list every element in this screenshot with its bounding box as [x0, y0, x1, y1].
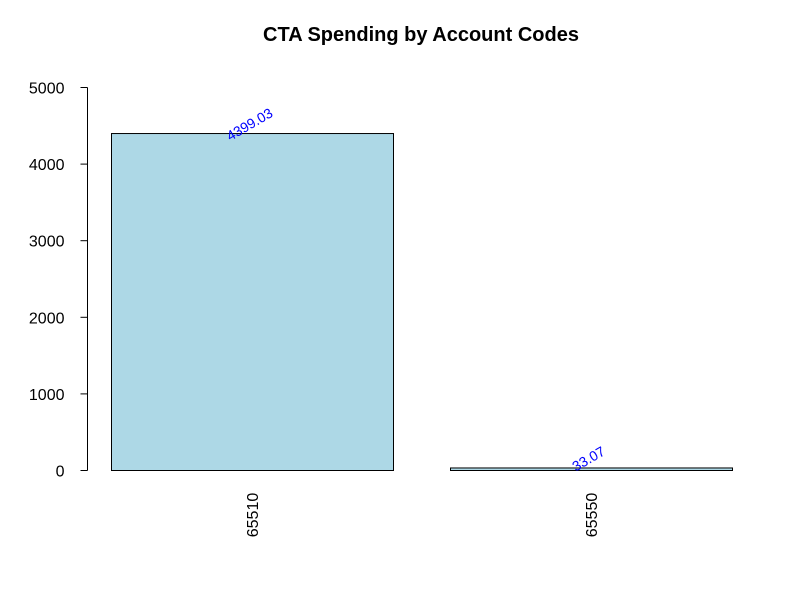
x-axis-labels: 65510 65550: [245, 493, 601, 538]
category-label: 65510: [245, 493, 262, 538]
y-tick-label: 5000: [29, 81, 65, 98]
y-tick-label: 1000: [29, 387, 65, 404]
y-tick-label: 4000: [29, 157, 65, 174]
y-tick-label: 3000: [29, 234, 65, 251]
y-tick-label: 0: [56, 464, 65, 481]
bars: [111, 133, 733, 471]
y-tick-label: 2000: [29, 310, 65, 327]
y-axis: 0 1000 2000 3000 4000 5000: [29, 81, 88, 481]
chart-title: CTA Spending by Account Codes: [263, 24, 579, 46]
category-label: 65550: [584, 493, 601, 538]
bar-65550: [450, 467, 733, 471]
bar-65510: [111, 133, 394, 471]
